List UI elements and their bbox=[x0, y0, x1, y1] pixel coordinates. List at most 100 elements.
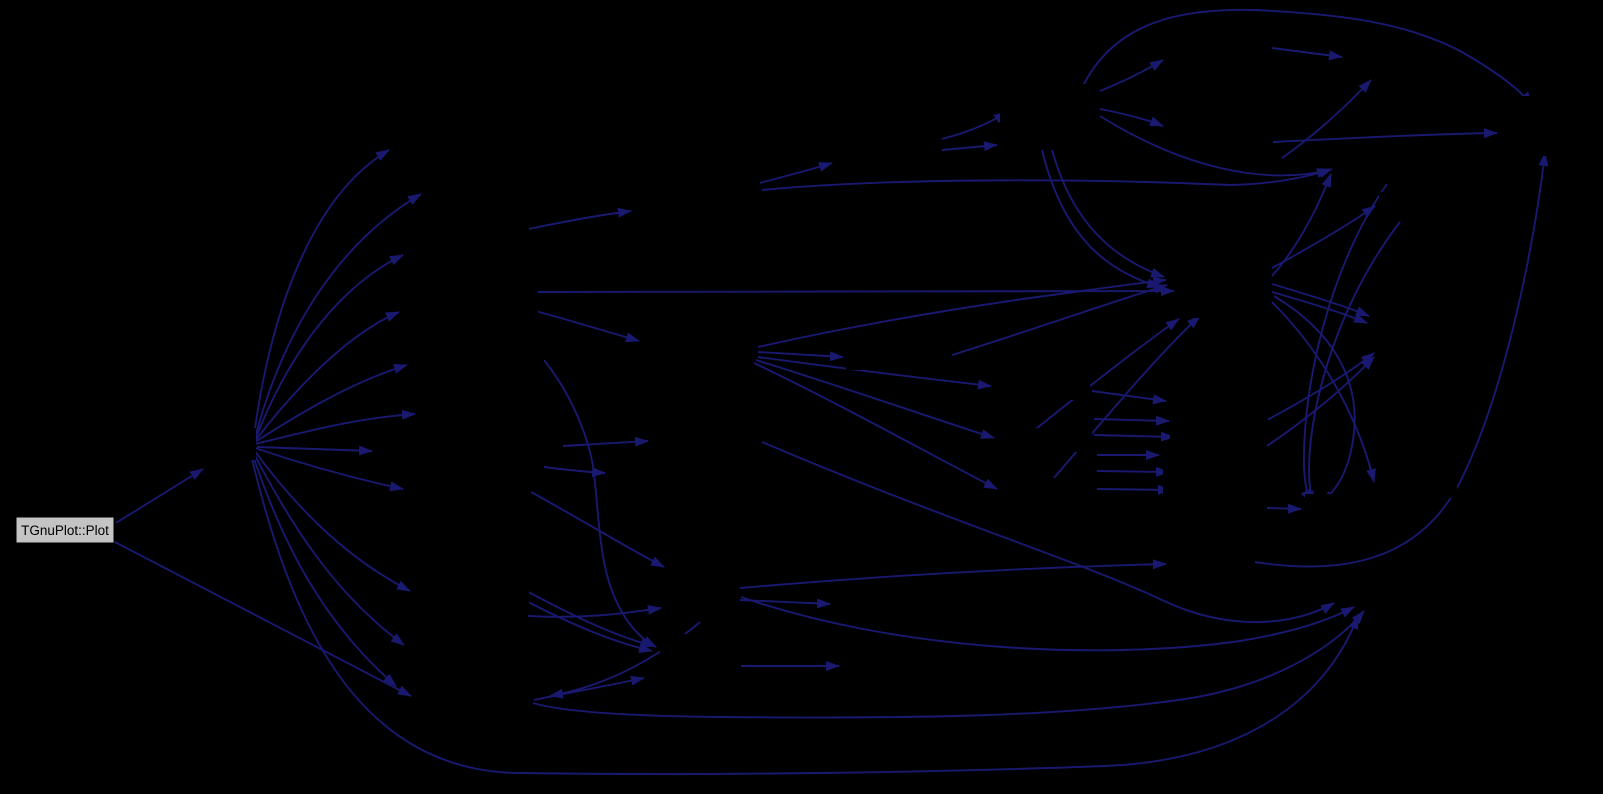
graph-edge-hub-a3 bbox=[254, 254, 404, 441]
graph-edge-hub-a2 bbox=[254, 193, 422, 439]
graph-node-h2 bbox=[843, 656, 923, 676]
graph-node-t1 bbox=[1174, 40, 1270, 68]
graph-edge-b2-b3 bbox=[757, 351, 844, 362]
graph-node-r1 bbox=[1178, 266, 1270, 318]
graph-edge-b4-br bbox=[761, 441, 1335, 624]
graph-node-r3 bbox=[1163, 446, 1263, 496]
graph-node-a7 bbox=[375, 438, 523, 464]
graph-edge-hub-a10 bbox=[252, 451, 405, 646]
graph-node-b1 bbox=[634, 180, 760, 210]
nodes-layer: TGnuPlot::Plot bbox=[15, 40, 1598, 712]
graph-edge-thub-t4 bbox=[1099, 115, 1331, 178]
graph-edge-abot-br bbox=[532, 610, 1365, 719]
graph-edge-d1-d3 bbox=[1304, 221, 1401, 505]
graph-edge-thub-r1 bbox=[1051, 149, 1165, 278]
graph-node-d3 bbox=[1305, 494, 1385, 520]
graph-node-hub bbox=[212, 428, 256, 460]
graph-edge-a10-e2 bbox=[516, 595, 653, 653]
graph-node-d1 bbox=[1379, 192, 1459, 218]
graph-node-a4 bbox=[404, 296, 538, 324]
graph-node-a8 bbox=[406, 476, 526, 502]
graph-node-d2 bbox=[1378, 340, 1458, 364]
graph-edge-a5-e2 bbox=[543, 359, 657, 648]
graph-node-b4 bbox=[652, 426, 760, 454]
graph-node-b3 bbox=[846, 344, 950, 370]
graph-node-t2 bbox=[1346, 44, 1438, 74]
graph-node-b0 bbox=[836, 146, 942, 172]
graph-edge-a2-b1 bbox=[528, 207, 632, 230]
graph-edge-hub-a9 bbox=[253, 449, 411, 592]
graph-edge-a9-e bbox=[527, 605, 662, 618]
graph-node-r2 bbox=[1170, 392, 1268, 442]
graph-node-a1 bbox=[394, 134, 524, 162]
graph-node-abot bbox=[416, 686, 532, 712]
graph-edge-c1-r2 bbox=[1091, 390, 1167, 405]
graph-edge-plot-abot bbox=[112, 540, 412, 697]
graph-edge-hub-br bbox=[250, 454, 1359, 775]
graph-edge-hub-a6 bbox=[254, 409, 416, 445]
graph-node-f bbox=[1506, 96, 1598, 156]
graph-node-a2 bbox=[424, 178, 528, 206]
graph-edge-a8-e bbox=[530, 491, 665, 568]
graph-edge-t1-t2 bbox=[1271, 47, 1343, 61]
graph-edge-abot-e2 bbox=[533, 675, 645, 701]
graph-edge-hub-abot bbox=[251, 452, 397, 687]
graph-node-c2 bbox=[998, 428, 1092, 452]
graph-node-plot[interactable]: TGnuPlot::Plot bbox=[15, 516, 115, 544]
graph-node-e2 bbox=[660, 634, 740, 668]
graph-edge-e-h1 bbox=[739, 598, 831, 609]
graph-edge-b2-c2 bbox=[755, 359, 995, 439]
graph-edge-hub-a1 bbox=[253, 149, 390, 437]
graph-edge-c3-r1 bbox=[1041, 315, 1201, 493]
graph-node-h1 bbox=[836, 594, 914, 614]
graph-edge-b3-r1 bbox=[951, 284, 1168, 356]
graph-node-c1 bbox=[994, 376, 1090, 400]
graph-edge-plot-hub bbox=[115, 468, 204, 524]
graph-node-r4 bbox=[1170, 550, 1254, 576]
graph-node-b2 bbox=[642, 328, 756, 358]
graph-edge-d1-d3 bbox=[1300, 183, 1388, 504]
graph-edge-b2-c1 bbox=[757, 356, 992, 390]
graph-edge-thub-r1 bbox=[1041, 149, 1161, 289]
graph-node-d4 bbox=[1377, 474, 1457, 498]
graph-edge-c2-r2 bbox=[1093, 431, 1175, 442]
graph-node-g bbox=[1373, 306, 1455, 332]
graph-node-t3 bbox=[1170, 110, 1270, 146]
graph-node-c3 bbox=[1000, 478, 1096, 502]
graph-edge-hub-a8 bbox=[254, 447, 404, 492]
graph-node-a9 bbox=[413, 578, 529, 604]
graph-node-label-plot: TGnuPlot::Plot bbox=[21, 523, 109, 538]
graph-node-a6 bbox=[420, 400, 562, 428]
graph-edge-r1-g bbox=[1271, 283, 1370, 317]
edges-layer bbox=[112, 8, 1549, 775]
graph-edge-t3-f bbox=[1272, 128, 1498, 143]
graph-edge-e-r4 bbox=[739, 559, 1167, 589]
graph-edge-hub-a4 bbox=[254, 311, 400, 442]
graph-edge-b2-r1 bbox=[757, 276, 1167, 348]
graph-node-br bbox=[1368, 588, 1456, 620]
graph-edge-a4-r1 bbox=[537, 286, 1175, 297]
graph-node-a3 bbox=[408, 240, 528, 268]
graph-edge-a7-b4 bbox=[562, 436, 649, 447]
graph-node-e bbox=[666, 580, 738, 606]
graph-edge-r1-d4 bbox=[1271, 301, 1376, 483]
graph-node-thub bbox=[1000, 84, 1098, 148]
graph-node-t4 bbox=[1334, 150, 1420, 180]
graph-edge-hub-a5 bbox=[254, 364, 408, 443]
graph-edge-c2-r2 bbox=[1093, 415, 1170, 426]
graph-edge-t3-t2 bbox=[1281, 79, 1372, 159]
graph-edge-c3-r3 bbox=[1096, 466, 1170, 477]
graph-edge-c2-r1 bbox=[1031, 318, 1180, 433]
graph-edge-r4-f bbox=[1254, 152, 1549, 568]
graph-edge-c3-r3 bbox=[1096, 484, 1172, 495]
graph-edge-r1-g bbox=[1271, 291, 1368, 324]
graph-edge-b1-t4 bbox=[761, 168, 1333, 191]
graph-edge-thub-f bbox=[1082, 8, 1533, 106]
graph-edge-a9-e2 bbox=[520, 587, 655, 648]
graph-edge-hub-a7 bbox=[256, 445, 373, 456]
graph-edge-b1-b0 bbox=[755, 162, 833, 185]
graph-edge-r3-d3 bbox=[1266, 503, 1302, 514]
